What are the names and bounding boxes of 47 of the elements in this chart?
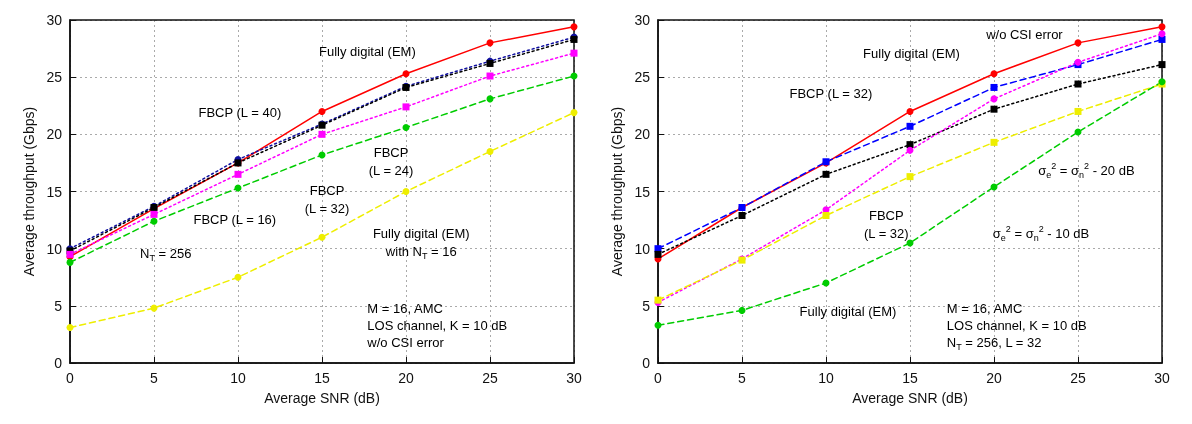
x-tick-label: 20 [986,370,1002,386]
y-tick-label: 5 [642,297,651,314]
x-tick-label: 15 [314,370,330,386]
annotation: FBCP (L = 16) [193,212,277,228]
annotation: Fully digital (EM) [799,304,897,320]
annotation: FBCP (L = 40) [198,105,282,121]
annotation: M = 16, AMC [367,300,443,316]
y-tick-label: 10 [46,240,63,257]
y-axis-title: Average throughput (Gbps) [608,106,625,277]
x-tick-label: 20 [398,370,414,386]
annotation: FBCP (L = 24) [368,145,414,179]
x-tick-label: 10 [230,370,246,386]
x-tick-label: 15 [902,370,918,386]
y-tick-label: 25 [634,69,651,86]
y-tick-label: 30 [46,12,63,28]
x-tick-label: 25 [482,370,498,386]
y-tick-label: 20 [634,126,651,143]
annotation: M = 16, AMC [946,300,1023,316]
x-axis-title: Average SNR (dB) [264,390,380,406]
annotation: FBCP (L = 32) [304,182,350,216]
annotation: FBCP (L = 32) [789,85,873,101]
y-tick-label: 25 [46,69,63,86]
annotation: LOS channel, K = 10 dB [367,317,508,333]
annotation: w/o CSI error [366,334,445,350]
x-tick-label: 0 [66,370,75,386]
annotation: FBCP (L = 32) [863,208,909,242]
x-tick-label: 30 [1154,370,1170,386]
x-tick-label: 30 [566,370,582,386]
x-tick-label: 5 [150,370,159,386]
x-tick-label: 10 [818,370,834,386]
y-tick-label: 15 [634,183,651,200]
x-tick-label: 25 [1070,370,1086,386]
y-tick-label: 30 [634,12,651,28]
y-tick-label: 0 [642,355,651,371]
y-tick-label: 15 [46,183,63,200]
y-tick-label: 0 [54,355,63,371]
annotation: Fully digital (EM) [863,45,960,61]
y-tick-label: 5 [54,297,63,314]
annotation: Fully digital (EM) [318,44,416,60]
x-axis-title: Average SNR (dB) [852,390,968,406]
annotation: w/o CSI error [985,27,1064,43]
x-tick-label: 5 [738,370,747,386]
x-tick-label: 0 [654,370,663,386]
y-tick-label: 10 [634,240,651,257]
y-tick-label: 20 [46,126,63,143]
annotation: LOS channel, K = 10 dB [946,317,1087,333]
y-axis-title: Average throughput (Gbps) [20,106,37,277]
